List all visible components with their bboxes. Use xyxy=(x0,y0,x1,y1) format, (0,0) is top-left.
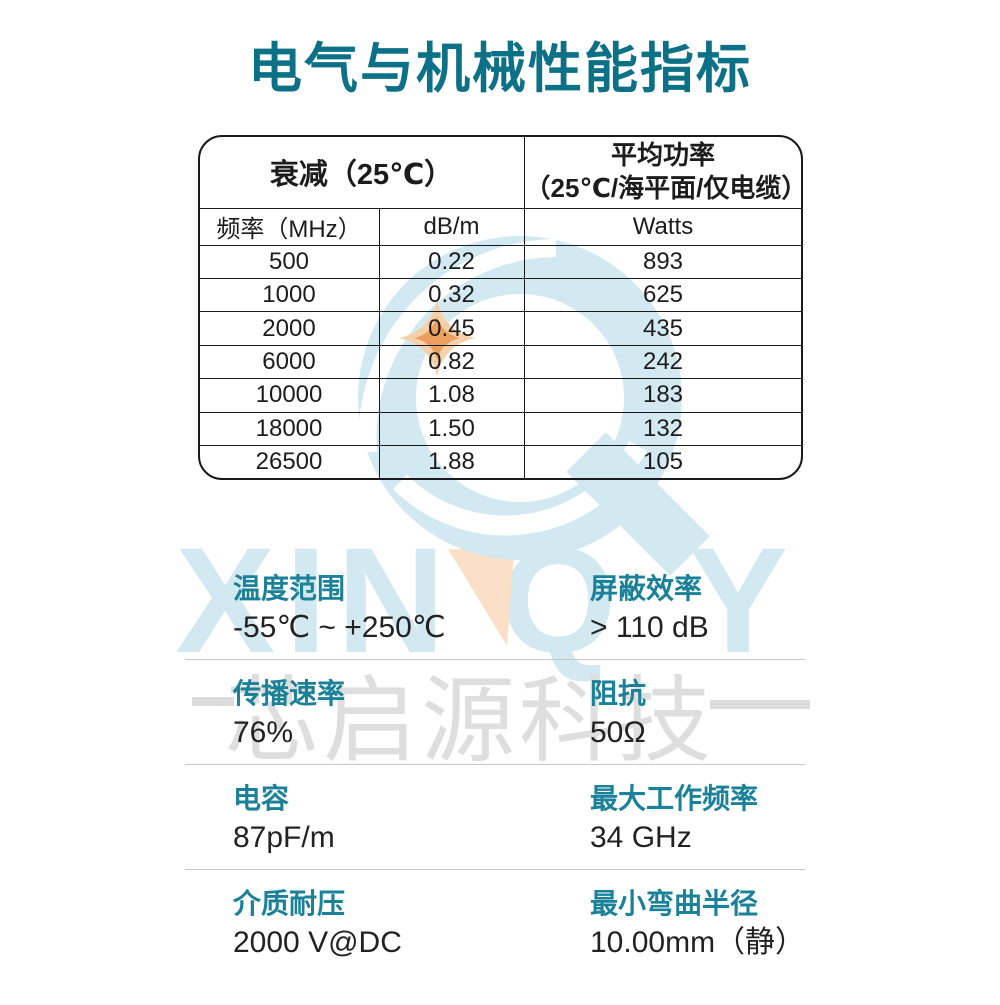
cell-frequency: 26500 xyxy=(200,445,380,478)
spec-item-shielding: 屏蔽效率 > 110 dB xyxy=(590,575,805,659)
cell-watts: 105 xyxy=(523,445,801,478)
table-row: 1000 0.32 625 xyxy=(200,277,801,313)
spec-item-dielectric-voltage: 介质耐压 2000 V@DC xyxy=(185,890,590,975)
cell-watts: 132 xyxy=(523,411,801,447)
spec-value: 76% xyxy=(233,716,294,749)
cell-db: 1.88 xyxy=(378,445,525,478)
cell-frequency: 18000 xyxy=(200,411,380,447)
spec-label: 介质耐压 xyxy=(233,888,346,919)
performance-table: 衰减（25℃） 平均功率 （25℃/海平面/仅电缆） 频率（MHz） dB/m … xyxy=(198,135,803,480)
brand-cn-text: 芯启源科技 xyxy=(225,668,715,773)
spec-value: 2000 V@DC xyxy=(233,926,402,959)
brand-dash-right xyxy=(710,700,810,709)
cell-frequency: 6000 xyxy=(200,344,380,380)
spec-item-capacitance: 电容 87pF/m xyxy=(185,785,590,869)
spec-value: 50Ω xyxy=(590,716,646,749)
cell-frequency: 2000 xyxy=(200,311,380,346)
spec-item-velocity: 传播速率 76% xyxy=(185,680,590,764)
spec-item-max-frequency: 最大工作频率 34 GHz xyxy=(590,785,805,869)
spec-label: 屏蔽效率 xyxy=(590,573,703,604)
spec-label: 电容 xyxy=(233,783,290,814)
col-header-watts: Watts xyxy=(523,207,801,246)
spec-value: 34 GHz xyxy=(590,821,692,854)
spec-value: -55℃ ~ +250℃ xyxy=(233,611,446,644)
power-group-header: 平均功率 （25℃/海平面/仅电缆） xyxy=(523,137,803,209)
col-header-db: dB/m xyxy=(378,207,525,246)
cell-db: 1.08 xyxy=(378,378,525,413)
table-row: 10000 1.08 183 xyxy=(200,378,801,413)
col-header-frequency: 频率（MHz） xyxy=(200,207,380,246)
table-row: 6000 0.82 242 xyxy=(200,344,801,380)
table-column-header-row: 频率（MHz） dB/m Watts xyxy=(200,207,801,246)
spec-label: 温度范围 xyxy=(233,573,346,604)
power-header-line1: 平均功率 xyxy=(610,140,715,170)
cell-watts: 242 xyxy=(523,344,801,380)
table-row: 26500 1.88 105 xyxy=(200,445,801,478)
table-row: 2000 0.45 435 xyxy=(200,311,801,346)
table-group-header-row: 衰减（25℃） 平均功率 （25℃/海平面/仅电缆） xyxy=(200,137,803,209)
spec-label: 传播速率 xyxy=(233,678,346,709)
spec-item-temperature-range: 温度范围 -55℃ ~ +250℃ xyxy=(185,575,590,659)
attenuation-group-header: 衰减（25℃） xyxy=(200,137,525,209)
spec-row: 电容 87pF/m 最大工作频率 34 GHz xyxy=(185,765,805,870)
table-row: 18000 1.50 132 xyxy=(200,411,801,447)
cell-watts: 625 xyxy=(523,277,801,313)
spec-row: 温度范围 -55℃ ~ +250℃ 屏蔽效率 > 110 dB xyxy=(185,555,805,660)
spec-value: 87pF/m xyxy=(233,821,335,854)
cell-db: 0.22 xyxy=(378,244,525,279)
spec-row: 介质耐压 2000 V@DC 最小弯曲半径 10.00mm（静） xyxy=(185,870,805,975)
cell-watts: 893 xyxy=(523,244,801,279)
spec-value: > 110 dB xyxy=(590,611,709,644)
watermark-xin-letters: XIN xyxy=(175,516,455,684)
cell-db: 0.82 xyxy=(378,344,525,380)
cell-watts: 435 xyxy=(523,311,801,346)
watermark-y-letter: Y xyxy=(688,516,788,684)
spec-item-min-bend-radius: 最小弯曲半径 10.00mm（静） xyxy=(590,890,805,975)
wedge-accent-shape xyxy=(448,549,514,646)
cell-db: 0.45 xyxy=(378,311,525,346)
power-header-line2: （25℃/海平面/仅电缆） xyxy=(524,173,803,203)
spec-label: 阻抗 xyxy=(590,678,647,709)
cell-frequency: 500 xyxy=(200,244,380,279)
cell-frequency: 10000 xyxy=(200,378,380,413)
spec-list: 温度范围 -55℃ ~ +250℃ 屏蔽效率 > 110 dB 传播速率 76%… xyxy=(185,555,805,975)
spec-row: 传播速率 76% 阻抗 50Ω xyxy=(185,660,805,765)
spec-label: 最大工作频率 xyxy=(590,783,759,814)
spec-item-impedance: 阻抗 50Ω xyxy=(590,680,805,764)
cell-watts: 183 xyxy=(523,378,801,413)
spec-value: 10.00mm（静） xyxy=(590,926,806,959)
table-row: 500 0.22 893 xyxy=(200,244,801,279)
cell-db: 0.32 xyxy=(378,277,525,313)
cell-frequency: 1000 xyxy=(200,277,380,313)
spec-label: 最小弯曲半径 xyxy=(590,888,759,919)
brand-dash-left xyxy=(192,697,234,706)
page-title: 电气与机械性能指标 xyxy=(248,39,752,99)
cell-db: 1.50 xyxy=(378,411,525,447)
